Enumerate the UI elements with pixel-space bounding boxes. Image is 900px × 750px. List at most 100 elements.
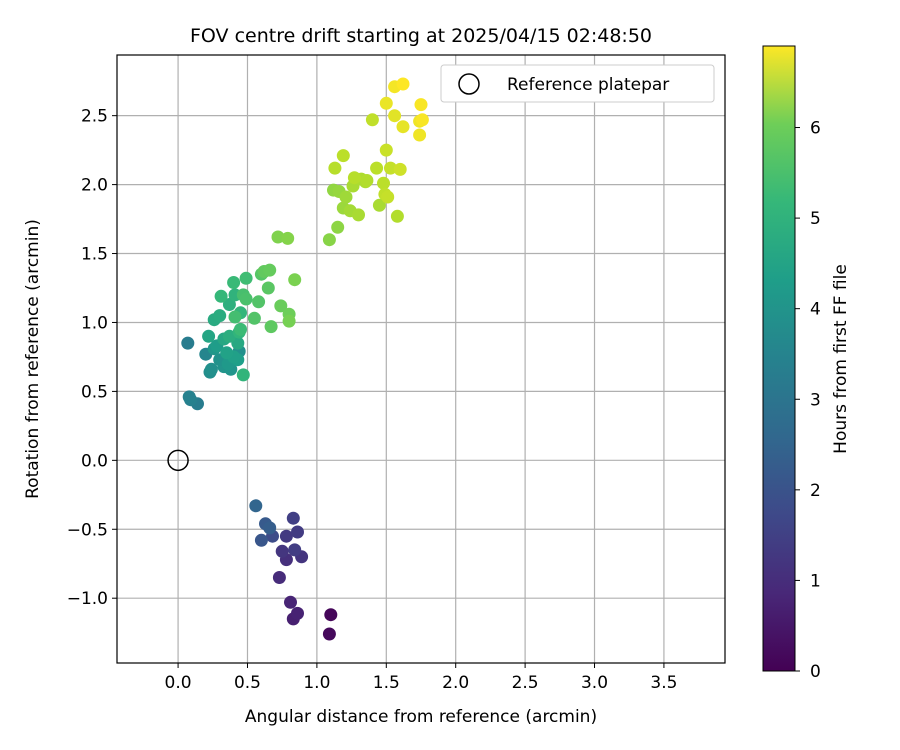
x-tick-label: 1.0 [303,673,330,693]
x-tick-label: 3.0 [581,673,608,693]
data-point [352,208,365,222]
data-point [214,289,228,303]
data-point [324,608,338,622]
x-tick-label: 3.5 [650,673,677,693]
y-tick-label: 0.0 [81,451,108,471]
x-axis-label: Angular distance from reference (arcmin) [245,707,597,727]
data-point [379,143,393,157]
data-point [379,96,393,110]
legend: Reference platepar [440,64,715,103]
data-point [291,606,304,620]
data-point [213,309,227,323]
data-point [263,521,277,535]
data-point [331,220,345,234]
colorbar-tick-label: 5 [810,209,821,229]
data-point [328,161,342,175]
y-tick-label: 0.5 [81,382,108,402]
x-tick-label: 0.0 [165,673,192,693]
data-point [228,310,242,324]
data-point [222,298,236,311]
data-point [271,230,285,244]
data-point [291,525,304,539]
data-point [204,362,218,376]
data-point [370,161,384,175]
grid-lines [117,55,725,663]
data-point [282,314,296,328]
data-point [234,322,247,336]
x-axis-ticks: 0.0 0.5 1.0 1.5 2.0 2.5 3.0 3.5 [165,663,677,693]
data-point [360,174,374,187]
x-tick-label: 2.0 [442,673,469,693]
x-tick-label: 2.5 [512,673,539,693]
data-point [239,271,253,285]
data-point [396,120,410,134]
data-point [284,595,297,609]
colorbar-tick-label: 0 [810,662,821,682]
data-point [236,368,250,382]
colorbar-tick-label: 3 [810,390,821,410]
colorbar [762,45,796,672]
data-point [181,336,195,350]
chart-title: FOV centre drift starting at 2025/04/15 … [190,25,652,47]
data-point [381,190,395,204]
data-point [222,329,236,343]
data-point [372,198,386,212]
data-point [322,233,336,247]
legend-box [440,64,715,103]
data-point [377,176,390,190]
data-point [288,543,302,557]
data-point [220,346,234,360]
data-point [347,171,361,185]
y-tick-label: 1.0 [81,313,108,333]
data-point [182,390,196,404]
colorbar-tick-label: 4 [810,300,821,320]
data-point [254,533,268,547]
colorbar-tick-label: 6 [810,119,821,139]
y-tick-label: −1.0 [67,589,108,609]
data-point [414,98,428,112]
data-point [252,295,266,309]
data-point [393,162,407,176]
data-point [413,128,427,142]
y-tick-label: 2.5 [81,107,108,127]
legend-marker [458,73,480,95]
colorbar-label: Hours from first FF file [831,264,851,454]
x-tick-label: 0.5 [234,673,261,693]
data-point [239,292,253,306]
data-point [396,77,410,91]
plot-frame [116,54,726,664]
colorbar-ticks: 0 1 2 3 4 5 6 [795,119,821,682]
reference-marker [167,449,189,472]
x-tick-label: 1.5 [373,673,400,693]
data-point [247,311,261,325]
data-point [261,281,275,295]
data-point [388,109,402,123]
data-point [202,329,216,343]
data-point [249,499,263,513]
data-point [264,320,278,334]
data-point [336,149,350,163]
colorbar-tick-label: 2 [810,481,821,501]
data-point [415,113,429,127]
legend-label: Reference platepar [507,75,669,95]
data-point [275,544,289,558]
data-point [263,263,277,277]
data-points [181,77,429,641]
data-point [288,273,302,287]
y-tick-label: 2.0 [81,176,108,196]
data-point [339,190,353,204]
data-point [274,299,288,313]
data-point [384,161,397,175]
data-point [227,276,241,289]
data-point [272,571,286,584]
y-tick-label: −0.5 [67,520,108,540]
data-point [281,231,295,245]
data-point [365,113,379,127]
data-point [286,511,300,525]
data-point [322,627,336,641]
y-axis-ticks: −1.0 −0.5 0.0 0.5 1.0 1.5 2.0 2.5 [67,107,117,609]
y-axis-label: Rotation from reference (arcmin) [23,219,43,499]
y-tick-label: 1.5 [81,245,108,265]
data-point [279,529,293,543]
